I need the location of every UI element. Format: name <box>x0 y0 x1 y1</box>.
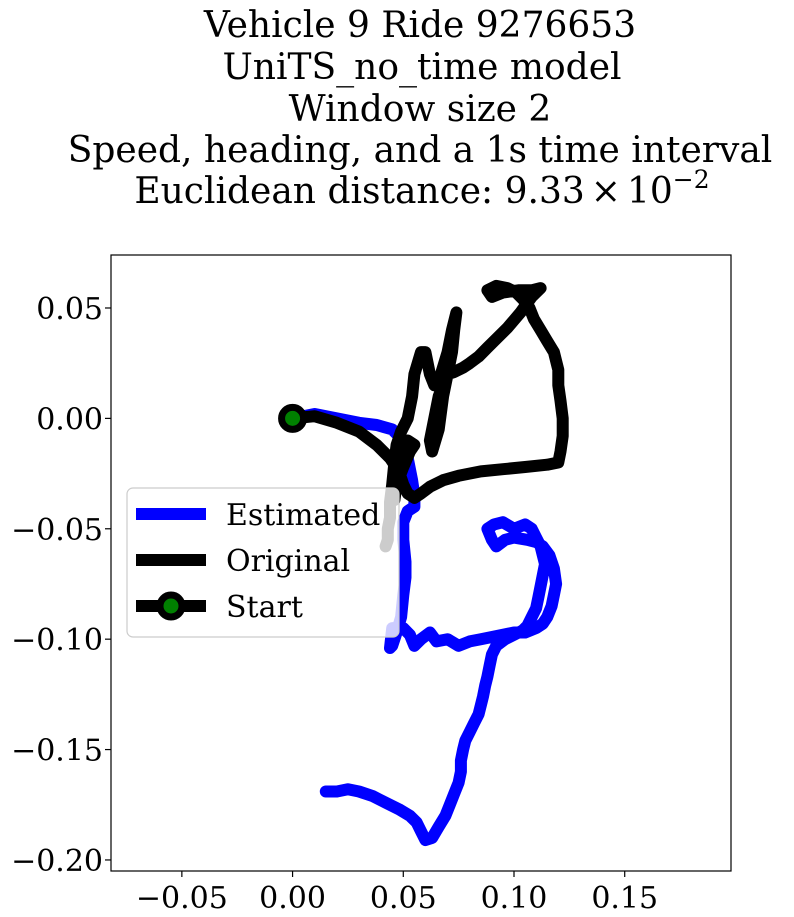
title-line-2: UniTS_no_time model <box>222 47 621 88</box>
title-line-5: Euclidean distance: 9.33 × 10−2 <box>134 165 709 212</box>
legend-original-label: Original <box>226 544 350 579</box>
y-tick-label: −0.10 <box>11 623 103 658</box>
start-marker <box>278 403 308 433</box>
x-tick-label: 0.05 <box>370 881 437 916</box>
y-tick-label: −0.15 <box>11 734 103 769</box>
chart-title: Vehicle 9 Ride 9276653 UniTS_no_time mod… <box>68 5 773 212</box>
legend-start-label: Start <box>226 590 303 625</box>
legend-start-marker <box>156 591 186 621</box>
y-tick-label: 0.00 <box>36 402 103 437</box>
x-axis: −0.05 0.00 0.05 0.10 0.15 <box>136 871 658 916</box>
x-tick-label: 0.00 <box>259 881 326 916</box>
title-distance-times: × <box>591 171 621 212</box>
y-axis: 0.05 0.00 −0.05 −0.10 −0.15 −0.20 <box>11 292 111 879</box>
title-distance-base: 10 <box>627 171 673 212</box>
legend-box <box>126 487 400 638</box>
legend-estimated-label: Estimated <box>226 498 380 533</box>
y-tick-label: 0.05 <box>36 292 103 327</box>
title-line-4: Speed, heading, and a 1s time interval <box>68 130 773 171</box>
legend: Estimated Original Start <box>126 487 400 638</box>
title-line-3: Window size 2 <box>289 89 552 130</box>
title-distance-prefix: Euclidean distance: <box>134 171 504 212</box>
y-tick-label: −0.05 <box>11 513 103 548</box>
title-line-1: Vehicle 9 Ride 9276653 <box>203 5 636 46</box>
title-distance-mantissa: 9.33 <box>505 171 585 212</box>
y-tick-label: −0.20 <box>11 844 103 879</box>
x-tick-label: 0.15 <box>591 881 658 916</box>
plot-frame <box>110 254 732 872</box>
title-distance-exponent: −2 <box>673 165 710 194</box>
x-tick-label: −0.05 <box>136 881 228 916</box>
series-estimated-line <box>286 408 563 847</box>
x-tick-label: 0.10 <box>481 881 548 916</box>
